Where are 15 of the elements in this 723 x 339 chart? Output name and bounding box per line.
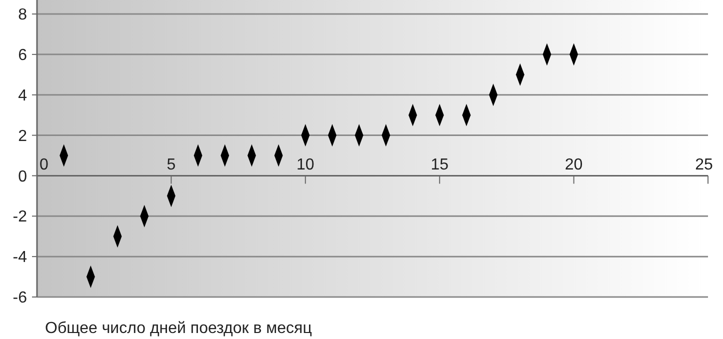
y-tick-label: 8 [18,6,28,24]
y-tick-label: -2 [12,208,28,226]
x-tick-label: 15 [430,156,449,174]
x-tick-label: 5 [166,156,176,174]
x-tick-label: 25 [695,156,713,174]
x-tick-label: 20 [564,156,583,174]
x-axis-title: Общее число дней поездок в месяц [45,320,312,337]
y-tick-label: 2 [18,128,28,145]
x-tick-label: 0 [40,156,49,174]
y-tick-label: 0 [18,168,28,186]
y-tick-label: -4 [12,249,28,266]
y-tick-label: -6 [12,290,28,307]
y-tick-label: 6 [18,47,28,64]
y-tick-label: 4 [18,87,28,104]
x-tick-label: 10 [296,156,314,174]
